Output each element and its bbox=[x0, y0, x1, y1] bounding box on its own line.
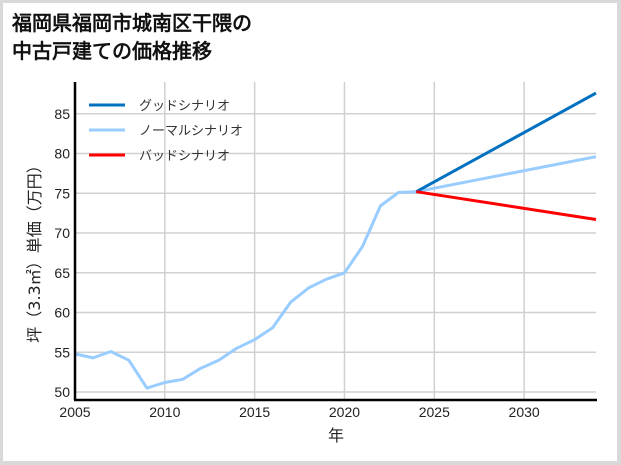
chart-title: 福岡県福岡市城南区干隈の 中古戸建ての価格推移 bbox=[12, 9, 252, 65]
x-tick-label: 2015 bbox=[239, 404, 270, 420]
series-line bbox=[74, 155, 597, 390]
x-axis-label: 年 bbox=[328, 426, 344, 445]
x-tick-label: 2030 bbox=[509, 404, 540, 420]
series-line bbox=[416, 190, 597, 221]
title-line-1: 福岡県福岡市城南区干隈の bbox=[12, 11, 252, 35]
x-tick-labels: 2005 2010 2015 2020 2025 2030 bbox=[59, 404, 539, 420]
x-tick-label: 2025 bbox=[419, 404, 450, 420]
series-lines bbox=[74, 91, 597, 390]
series-line bbox=[415, 91, 597, 194]
y-tick-label: 85 bbox=[54, 106, 70, 122]
y-tick-label: 65 bbox=[54, 265, 70, 281]
y-tick-label: 75 bbox=[54, 185, 70, 201]
y-axis-label: 坪（3.3㎡）単価（万円） bbox=[25, 157, 44, 342]
legend-label: バッドシナリオ bbox=[139, 149, 230, 164]
y-tick-label: 70 bbox=[54, 225, 70, 241]
y-tick-label: 55 bbox=[54, 344, 70, 360]
chart-frame bbox=[3, 3, 617, 461]
legend-label: グッドシナリオ bbox=[139, 99, 230, 114]
axes bbox=[73, 82, 597, 402]
y-tick-label: 50 bbox=[54, 384, 70, 400]
title-line-2: 中古戸建ての価格推移 bbox=[12, 39, 212, 63]
y-tick-label: 80 bbox=[54, 146, 70, 162]
x-tick-label: 2020 bbox=[329, 404, 360, 420]
y-tick-label: 60 bbox=[54, 305, 70, 321]
y-tick-labels: 50 55 60 65 70 75 80 85 bbox=[54, 106, 70, 400]
grid-lines bbox=[74, 82, 596, 400]
x-tick-label: 2005 bbox=[59, 404, 90, 420]
x-tick-label: 2010 bbox=[149, 404, 180, 420]
legend-label: ノーマルシナリオ bbox=[139, 124, 243, 139]
